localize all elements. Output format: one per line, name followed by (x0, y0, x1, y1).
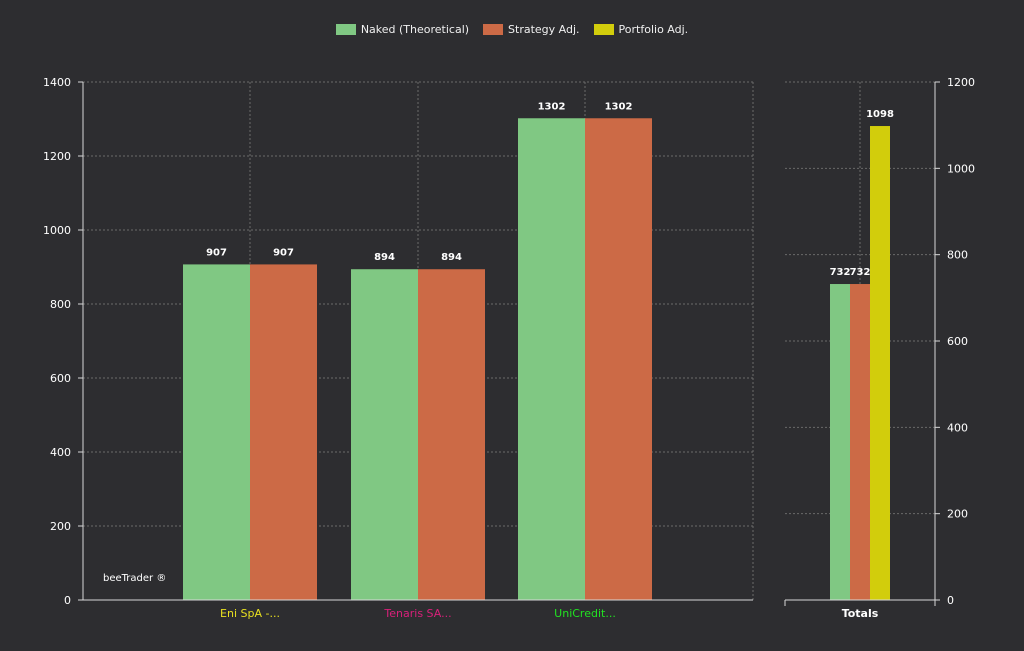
x-tick-label: Tenaris SA... (383, 607, 451, 620)
bar (183, 264, 250, 600)
legend: Naked (Theoretical) Strategy Adj. Portfo… (0, 23, 1024, 36)
legend-item-portfolio[interactable]: Portfolio Adj. (593, 23, 689, 36)
totals-y-tick-label: 1000 (947, 162, 975, 175)
totals-data-label: 732 (850, 267, 871, 278)
bar (250, 264, 317, 600)
legend-label-portfolio: Portfolio Adj. (618, 23, 689, 36)
bar (518, 118, 585, 600)
legend-swatch-portfolio (593, 24, 614, 35)
y-tick-label: 1400 (43, 76, 71, 89)
totals-y-tick-label: 0 (947, 594, 954, 607)
legend-label-strategy: Strategy Adj. (508, 23, 580, 36)
totals-y-tick-label: 200 (947, 508, 968, 521)
totals-data-label: 732 (830, 267, 851, 278)
bar (351, 269, 418, 600)
data-label: 894 (441, 252, 462, 263)
x-tick-label: Eni SpA -... (220, 607, 280, 620)
totals-y-tick-label: 400 (947, 421, 968, 434)
totals-y-tick-label: 600 (947, 335, 968, 348)
y-tick-label: 600 (50, 372, 71, 385)
data-label: 1302 (605, 101, 633, 112)
legend-swatch-naked (335, 24, 356, 35)
totals-y-tick-label: 800 (947, 249, 968, 262)
legend-swatch-strategy (483, 24, 504, 35)
totals-bar (830, 284, 850, 600)
y-tick-label: 400 (50, 446, 71, 459)
data-label: 1302 (538, 101, 566, 112)
watermark: beeTrader ® (103, 573, 167, 584)
totals-y-tick-label: 1200 (947, 76, 975, 89)
totals-x-tick-label: Totals (842, 607, 879, 620)
legend-item-naked[interactable]: Naked (Theoretical) (335, 23, 470, 36)
data-label: 894 (374, 252, 395, 263)
legend-label-naked: Naked (Theoretical) (360, 23, 470, 36)
x-tick-label: UniCredit... (554, 607, 616, 620)
y-tick-label: 200 (50, 520, 71, 533)
y-tick-label: 1200 (43, 150, 71, 163)
bar (418, 269, 485, 600)
totals-bar (870, 126, 890, 600)
y-tick-label: 0 (64, 594, 71, 607)
bar (585, 118, 652, 600)
y-tick-label: 800 (50, 298, 71, 311)
totals-bar (850, 284, 870, 600)
data-label: 907 (273, 247, 294, 258)
legend-item-strategy[interactable]: Strategy Adj. (483, 23, 580, 36)
y-tick-label: 1000 (43, 224, 71, 237)
data-label: 907 (206, 247, 227, 258)
totals-data-label: 1098 (866, 109, 894, 120)
